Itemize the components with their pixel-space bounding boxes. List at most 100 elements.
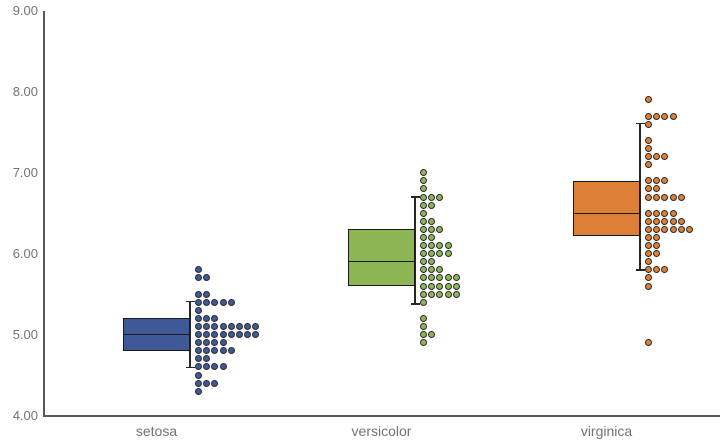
data-dot <box>194 306 202 314</box>
data-dot <box>644 234 652 242</box>
data-dot <box>444 242 452 250</box>
data-dot <box>644 112 652 120</box>
data-dot <box>419 169 427 177</box>
data-dot <box>194 379 202 387</box>
x-axis-label-virginica: virginica <box>580 423 633 439</box>
data-dot <box>203 355 211 363</box>
data-dot <box>419 201 427 209</box>
data-dot <box>419 217 427 225</box>
data-dot <box>419 339 427 347</box>
data-dot <box>419 290 427 298</box>
data-dot <box>428 282 436 290</box>
data-dot <box>244 331 252 339</box>
y-axis-line <box>43 11 45 417</box>
data-dot <box>211 298 219 306</box>
data-dot <box>203 274 211 282</box>
data-dot <box>203 363 211 371</box>
data-dot <box>203 290 211 298</box>
whisker-cap-top-virginica <box>635 122 645 125</box>
x-axis-label-setosa: setosa <box>135 423 178 439</box>
data-dot <box>436 290 444 298</box>
data-dot <box>444 282 452 290</box>
median-line-setosa <box>123 333 190 336</box>
data-dot <box>644 266 652 274</box>
y-tick-label: 5.00 <box>12 326 38 342</box>
data-dot <box>203 331 211 339</box>
data-dot <box>428 290 436 298</box>
data-dot <box>644 120 652 128</box>
data-dot <box>428 193 436 201</box>
data-dot <box>653 217 661 225</box>
data-dot <box>194 355 202 363</box>
data-dot <box>419 209 427 217</box>
data-dot <box>644 161 652 169</box>
data-dot <box>419 225 427 233</box>
median-line-versicolor <box>348 261 415 263</box>
data-dot <box>653 185 661 193</box>
data-dot <box>653 153 661 161</box>
data-dot <box>211 379 219 387</box>
data-dot <box>194 266 202 274</box>
whisker-cap-top-setosa <box>185 300 195 303</box>
data-dot <box>219 347 227 355</box>
data-dot <box>644 185 652 193</box>
data-dot <box>428 234 436 242</box>
data-dot <box>653 177 661 185</box>
data-dot <box>661 177 669 185</box>
data-dot <box>211 323 219 330</box>
whisker-cap-bottom-virginica <box>635 269 645 271</box>
data-dot <box>644 339 652 347</box>
data-dot <box>452 282 460 290</box>
data-dot <box>419 298 427 306</box>
data-dot <box>194 339 202 347</box>
data-dot <box>444 274 452 282</box>
data-dot <box>653 234 661 242</box>
whisker-cap-bottom-setosa <box>185 367 195 369</box>
data-dot <box>428 250 436 258</box>
data-dot <box>252 331 260 339</box>
data-dot <box>211 363 219 371</box>
data-dot <box>452 274 460 282</box>
data-dot <box>436 193 444 201</box>
data-dot <box>219 298 227 306</box>
data-dot <box>661 153 669 161</box>
data-dot <box>428 201 436 209</box>
data-dot <box>219 323 227 330</box>
data-dot <box>194 290 202 298</box>
data-dot <box>644 282 652 290</box>
data-dot <box>669 112 677 120</box>
data-dot <box>661 217 669 225</box>
data-dot <box>669 193 677 201</box>
data-dot <box>428 274 436 282</box>
data-dot <box>436 225 444 233</box>
y-tick-label: 9.00 <box>12 3 38 18</box>
data-dot <box>661 112 669 120</box>
y-tick-label: 4.00 <box>12 407 38 423</box>
data-dot <box>644 274 652 282</box>
data-dot <box>227 323 235 330</box>
data-dot <box>419 274 427 282</box>
data-dot <box>203 314 211 322</box>
data-dot <box>428 217 436 225</box>
data-dot <box>428 331 436 339</box>
data-dot <box>244 323 252 330</box>
data-dot <box>644 217 652 225</box>
data-dot <box>653 209 661 217</box>
data-dot <box>428 258 436 266</box>
data-dot <box>211 331 219 339</box>
data-dot <box>644 250 652 258</box>
data-dot <box>669 217 677 225</box>
data-dot <box>669 209 677 217</box>
data-dot <box>644 242 652 250</box>
data-dot <box>211 347 219 355</box>
median-line-virginica <box>573 212 640 214</box>
data-dot <box>436 282 444 290</box>
data-dot <box>219 331 227 339</box>
data-dot <box>644 96 652 104</box>
data-dot <box>653 225 661 233</box>
data-dot <box>203 379 211 387</box>
whisker-cap-top-versicolor <box>410 196 420 198</box>
data-dot <box>428 225 436 233</box>
data-dot <box>419 266 427 274</box>
